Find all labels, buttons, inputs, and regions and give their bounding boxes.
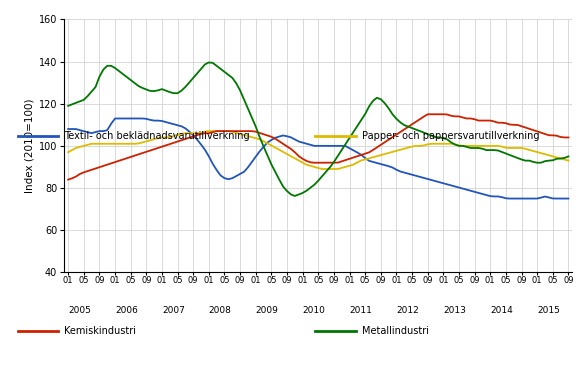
Y-axis label: Index (2010=100): Index (2010=100)	[25, 99, 34, 193]
Text: 2005: 2005	[68, 307, 91, 315]
Text: 2013: 2013	[443, 307, 466, 315]
Text: 2009: 2009	[256, 307, 279, 315]
Text: 2006: 2006	[115, 307, 138, 315]
Text: 2012: 2012	[397, 307, 419, 315]
Text: 2008: 2008	[209, 307, 232, 315]
Text: 2014: 2014	[490, 307, 513, 315]
Text: 2010: 2010	[303, 307, 325, 315]
Text: Kemiskindustri: Kemiskindustri	[64, 326, 136, 336]
Text: Metallindustri: Metallindustri	[362, 326, 429, 336]
Text: 2011: 2011	[350, 307, 373, 315]
Text: Textil- och beklädnadsvarutillverkning: Textil- och beklädnadsvarutillverkning	[64, 131, 250, 141]
Text: 2007: 2007	[162, 307, 185, 315]
Text: 2015: 2015	[537, 307, 560, 315]
Text: Papper- och pappersvarutillverkning: Papper- och pappersvarutillverkning	[362, 131, 540, 141]
